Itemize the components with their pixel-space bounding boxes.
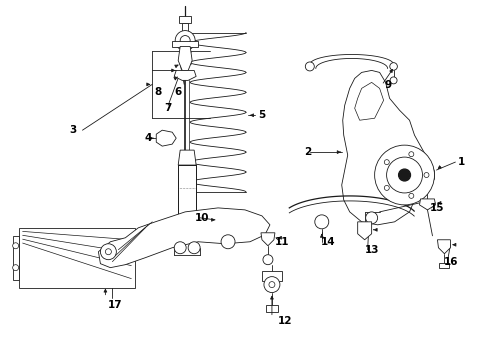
Circle shape bbox=[387, 157, 422, 193]
Text: 2: 2 bbox=[304, 147, 312, 157]
Circle shape bbox=[264, 276, 280, 293]
Text: 8: 8 bbox=[155, 87, 162, 97]
Polygon shape bbox=[19, 228, 135, 288]
Circle shape bbox=[384, 159, 389, 165]
Circle shape bbox=[221, 235, 235, 249]
Circle shape bbox=[180, 36, 190, 45]
Circle shape bbox=[174, 242, 186, 254]
Polygon shape bbox=[174, 71, 196, 80]
Polygon shape bbox=[98, 208, 270, 268]
Circle shape bbox=[105, 249, 111, 255]
FancyBboxPatch shape bbox=[262, 271, 282, 280]
Polygon shape bbox=[261, 233, 275, 246]
Circle shape bbox=[398, 169, 411, 181]
Polygon shape bbox=[419, 199, 436, 210]
Text: 16: 16 bbox=[444, 257, 459, 267]
Circle shape bbox=[384, 185, 389, 190]
Text: 15: 15 bbox=[430, 203, 445, 213]
Circle shape bbox=[175, 31, 195, 50]
Text: 14: 14 bbox=[320, 237, 335, 247]
Circle shape bbox=[315, 215, 329, 229]
Text: 10: 10 bbox=[195, 213, 209, 223]
Circle shape bbox=[390, 77, 397, 84]
Circle shape bbox=[409, 193, 414, 198]
Circle shape bbox=[366, 212, 378, 224]
Circle shape bbox=[269, 282, 275, 288]
Text: 13: 13 bbox=[365, 245, 379, 255]
Circle shape bbox=[409, 152, 414, 157]
Polygon shape bbox=[438, 240, 450, 254]
Circle shape bbox=[390, 63, 397, 70]
Circle shape bbox=[13, 243, 19, 249]
Text: 3: 3 bbox=[69, 125, 76, 135]
Text: 1: 1 bbox=[458, 157, 465, 167]
Polygon shape bbox=[178, 150, 196, 165]
Text: 6: 6 bbox=[174, 87, 182, 97]
Circle shape bbox=[100, 244, 116, 260]
Text: 11: 11 bbox=[275, 237, 289, 247]
Polygon shape bbox=[156, 130, 176, 146]
Circle shape bbox=[13, 265, 19, 271]
Polygon shape bbox=[13, 236, 19, 280]
Text: 5: 5 bbox=[258, 110, 266, 120]
Circle shape bbox=[263, 255, 273, 265]
FancyBboxPatch shape bbox=[440, 263, 449, 268]
Text: 4: 4 bbox=[145, 133, 152, 143]
Polygon shape bbox=[342, 71, 435, 225]
Circle shape bbox=[305, 62, 314, 71]
Text: 17: 17 bbox=[108, 300, 122, 310]
FancyBboxPatch shape bbox=[266, 305, 278, 312]
Circle shape bbox=[188, 242, 200, 254]
FancyBboxPatch shape bbox=[182, 23, 188, 32]
Text: 12: 12 bbox=[278, 316, 292, 327]
Polygon shape bbox=[178, 165, 196, 222]
Circle shape bbox=[375, 145, 435, 205]
Polygon shape bbox=[178, 46, 192, 71]
Circle shape bbox=[424, 172, 429, 177]
Text: 9: 9 bbox=[384, 80, 391, 90]
FancyBboxPatch shape bbox=[179, 15, 191, 23]
Polygon shape bbox=[358, 222, 371, 240]
Text: 7: 7 bbox=[165, 103, 172, 113]
FancyBboxPatch shape bbox=[172, 41, 198, 46]
